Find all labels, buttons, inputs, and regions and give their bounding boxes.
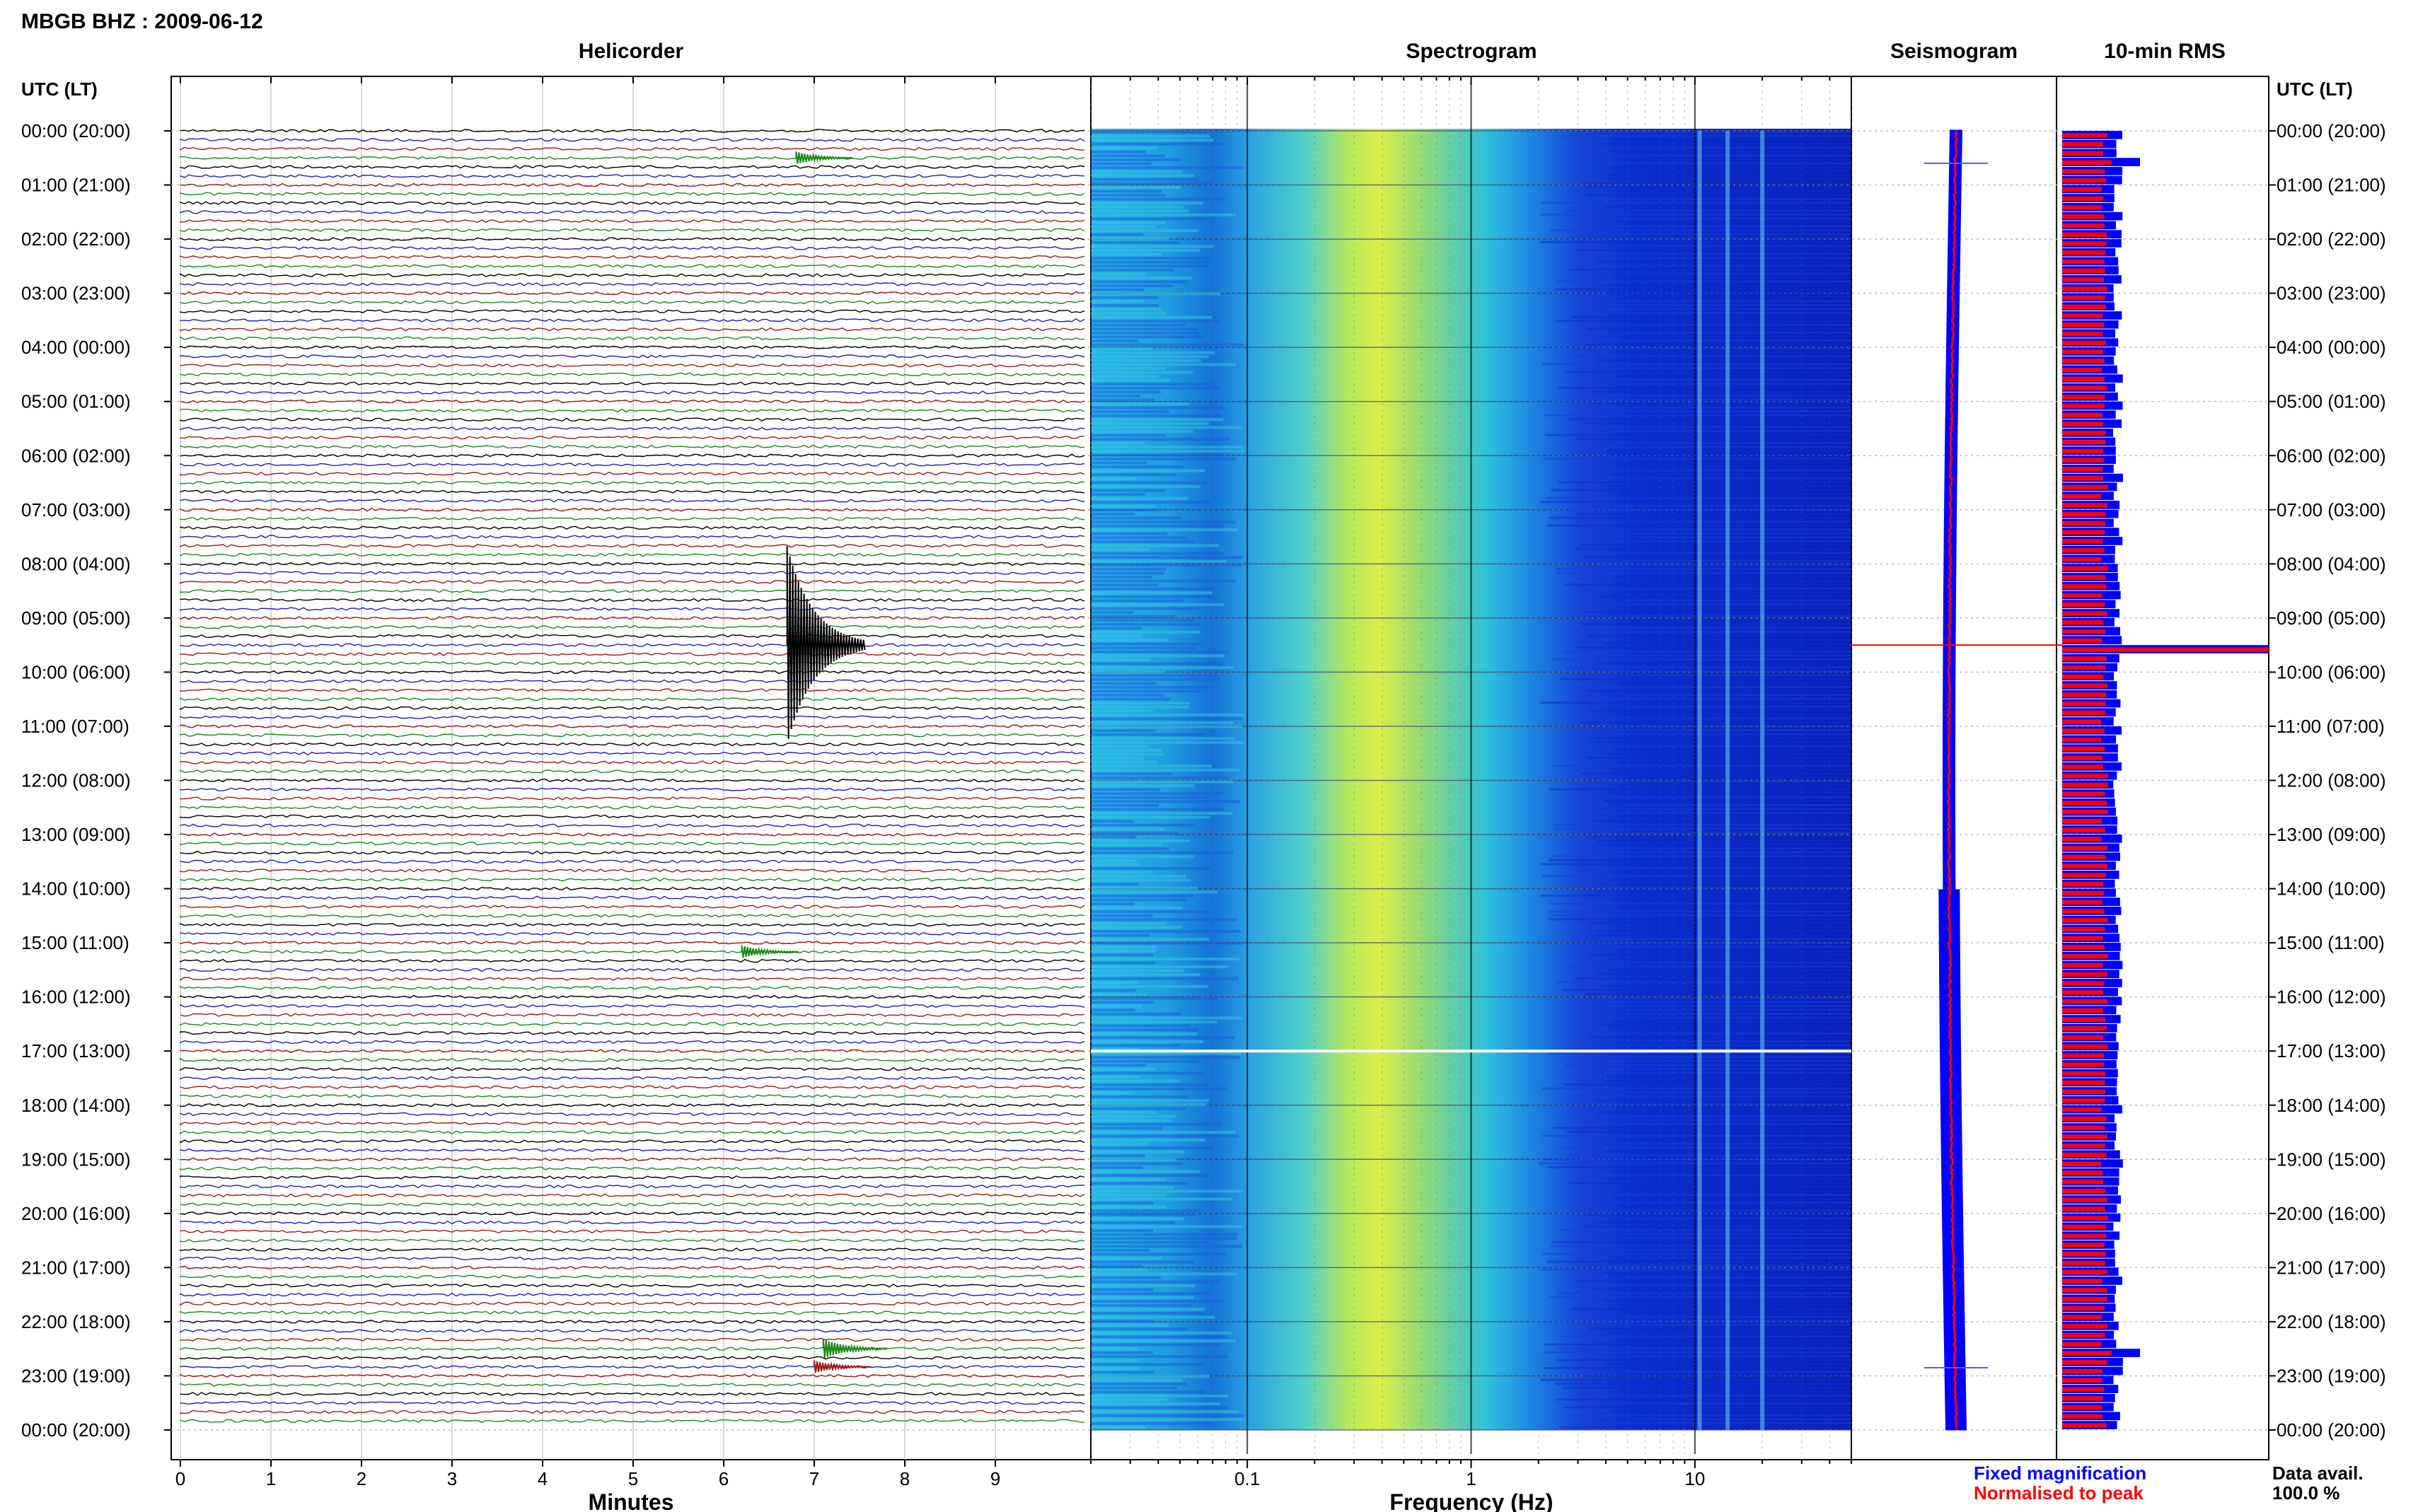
time-label-left: 06:00 (02:00) bbox=[21, 445, 131, 466]
time-label-right: 10:00 (06:00) bbox=[2277, 661, 2386, 682]
minute-tick-label: 3 bbox=[447, 1468, 457, 1489]
time-label-left: 18:00 (14:00) bbox=[21, 1095, 131, 1116]
time-label-left: 05:00 (01:00) bbox=[21, 391, 131, 412]
time-label-right: 17:00 (13:00) bbox=[2277, 1040, 2386, 1062]
time-label-left: 13:00 (09:00) bbox=[21, 824, 131, 845]
frequency-tick-label: 10 bbox=[1684, 1468, 1705, 1489]
data-avail-value: 100.0 % bbox=[2272, 1482, 2339, 1504]
spectrogram-title: Spectrogram bbox=[1406, 40, 1537, 63]
time-label-left: 14:00 (10:00) bbox=[21, 878, 131, 900]
time-label-right: 06:00 (02:00) bbox=[2277, 445, 2386, 466]
seismogram-traces bbox=[1850, 129, 2062, 1431]
time-label-right: 00:00 (20:00) bbox=[2277, 1419, 2386, 1441]
minute-tick-label: 9 bbox=[990, 1468, 1000, 1489]
minute-tick-label: 1 bbox=[266, 1468, 276, 1489]
rms-title: 10-min RMS bbox=[2104, 40, 2226, 63]
legend-fixed: Fixed magnification bbox=[1974, 1462, 2146, 1484]
minute-tick-label: 5 bbox=[628, 1468, 638, 1489]
time-label-right: 09:00 (05:00) bbox=[2277, 607, 2386, 629]
time-label-right: 19:00 (15:00) bbox=[2277, 1148, 2386, 1170]
time-label-right: 08:00 (04:00) bbox=[2277, 553, 2386, 574]
time-label-left: 03:00 (23:00) bbox=[21, 283, 131, 304]
utc-label-right: UTC (LT) bbox=[2277, 78, 2353, 100]
time-label-left: 02:00 (22:00) bbox=[21, 228, 131, 250]
time-label-left: 11:00 (07:00) bbox=[21, 716, 129, 737]
time-label-right: 20:00 (16:00) bbox=[2277, 1203, 2386, 1224]
time-label-left: 12:00 (08:00) bbox=[21, 770, 131, 791]
time-label-right: 01:00 (21:00) bbox=[2277, 175, 2386, 196]
time-label-left: 09:00 (05:00) bbox=[21, 607, 131, 629]
helicorder-traces bbox=[180, 129, 1085, 1423]
time-label-left: 10:00 (06:00) bbox=[21, 661, 131, 682]
time-label-right: 03:00 (23:00) bbox=[2277, 283, 2386, 304]
time-label-left: 20:00 (16:00) bbox=[21, 1203, 131, 1224]
rms-bars bbox=[2062, 131, 2269, 1429]
minute-tick-label: 0 bbox=[175, 1468, 185, 1489]
time-label-left: 07:00 (03:00) bbox=[21, 499, 131, 521]
time-label-left: 00:00 (20:00) bbox=[21, 120, 131, 141]
time-label-left: 22:00 (18:00) bbox=[21, 1311, 131, 1332]
time-label-right: 11:00 (07:00) bbox=[2277, 716, 2385, 737]
time-label-left: 16:00 (12:00) bbox=[21, 987, 131, 1008]
axis-ticks: 00:00 (20:00) 00:00 (20:00) 01:00 (21:00) 0… bbox=[21, 76, 2386, 1489]
time-label-right: 14:00 (10:00) bbox=[2277, 878, 2386, 900]
data-avail-label: Data avail. bbox=[2272, 1462, 2364, 1484]
minute-tick-label: 4 bbox=[538, 1468, 548, 1489]
minutes-axis-label: Minutes bbox=[589, 1489, 674, 1512]
time-label-right: 07:00 (03:00) bbox=[2277, 499, 2386, 521]
time-label-right: 18:00 (14:00) bbox=[2277, 1095, 2386, 1116]
time-label-right: 16:00 (12:00) bbox=[2277, 987, 2386, 1008]
time-label-right: 21:00 (17:00) bbox=[2277, 1257, 2386, 1278]
time-label-left: 08:00 (04:00) bbox=[21, 553, 131, 574]
time-label-right: 23:00 (19:00) bbox=[2277, 1365, 2386, 1386]
time-label-right: 13:00 (09:00) bbox=[2277, 824, 2386, 845]
minute-tick-label: 2 bbox=[357, 1468, 366, 1489]
seismogram-title: Seismogram bbox=[1890, 40, 2018, 63]
station-title: MBGB BHZ : 2009-06-12 bbox=[21, 10, 263, 33]
rms-frame bbox=[2056, 76, 2269, 1460]
time-label-left: 15:00 (11:00) bbox=[21, 932, 129, 953]
minute-tick-label: 6 bbox=[719, 1468, 729, 1489]
legend-normalised: Normalised to peak bbox=[1974, 1482, 2144, 1504]
time-label-right: 04:00 (00:00) bbox=[2277, 337, 2386, 358]
frequency-axis-label: Frequency (Hz) bbox=[1389, 1489, 1553, 1512]
time-label-right: 22:00 (18:00) bbox=[2277, 1311, 2386, 1332]
time-label-left: 17:00 (13:00) bbox=[21, 1040, 131, 1062]
frequency-tick-label: 0.1 bbox=[1234, 1468, 1260, 1489]
time-label-left: 19:00 (15:00) bbox=[21, 1148, 131, 1170]
time-label-left: 04:00 (00:00) bbox=[21, 337, 131, 358]
time-label-right: 02:00 (22:00) bbox=[2277, 228, 2386, 250]
minute-tick-label: 8 bbox=[900, 1468, 910, 1489]
time-label-right: 00:00 (20:00) bbox=[2277, 120, 2386, 141]
helicorder-title: Helicorder bbox=[579, 40, 684, 63]
spectrogram-features bbox=[1091, 131, 1851, 1430]
time-label-left: 21:00 (17:00) bbox=[21, 1257, 131, 1278]
time-label-right: 05:00 (01:00) bbox=[2277, 391, 2386, 412]
time-label-left: 00:00 (20:00) bbox=[21, 1419, 131, 1441]
utc-label-left: UTC (LT) bbox=[21, 78, 98, 100]
time-label-left: 23:00 (19:00) bbox=[21, 1365, 131, 1386]
minute-tick-label: 7 bbox=[809, 1468, 819, 1489]
time-label-right: 12:00 (08:00) bbox=[2277, 770, 2386, 791]
time-label-right: 15:00 (11:00) bbox=[2277, 932, 2385, 953]
frequency-tick-label: 1 bbox=[1466, 1468, 1476, 1489]
time-label-left: 01:00 (21:00) bbox=[21, 175, 131, 196]
